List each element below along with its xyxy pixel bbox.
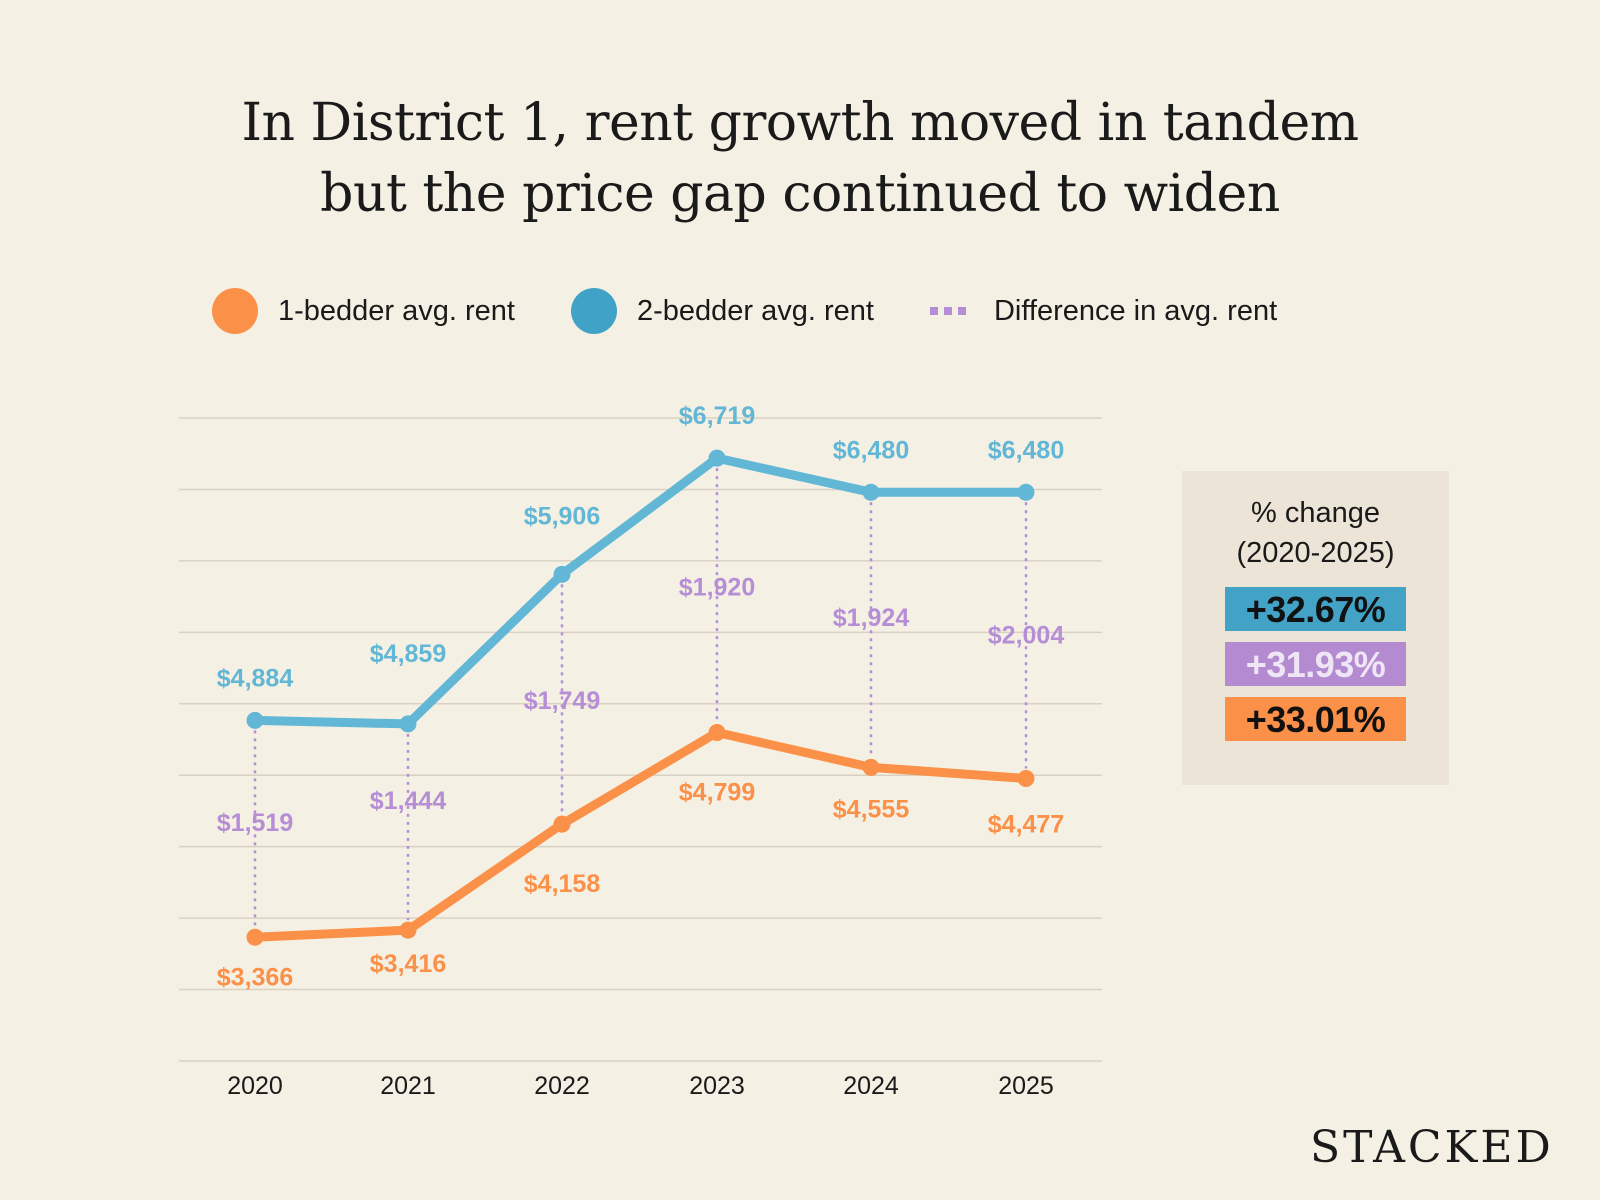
chart-title-line-1: In District 1, rent growth moved in tand… — [241, 93, 1359, 153]
x-tick-label: 2021 — [380, 1072, 436, 1100]
x-tick-label: 2020 — [227, 1072, 283, 1100]
2-bedder-data-label: $6,719 — [679, 402, 755, 430]
2-bedder-data-label: $5,906 — [524, 502, 600, 530]
1-bedder-point — [399, 921, 417, 939]
blue-dot-icon — [570, 288, 617, 334]
2-bedder-point — [708, 449, 726, 467]
difference-data-label: $1,519 — [217, 809, 293, 837]
1-bedder-data-label: $4,555 — [833, 795, 910, 823]
2-bedder-point — [1017, 483, 1035, 501]
stacked-logo: STACKED — [1310, 1122, 1554, 1173]
1-bedder-point — [246, 928, 264, 946]
difference-data-label: $1,749 — [524, 687, 600, 715]
x-tick-label: 2024 — [843, 1072, 899, 1100]
legend-item-1-bedder: 1-bedder avg. rent — [212, 288, 515, 334]
legend-label: 1-bedder avg. rent — [278, 294, 515, 327]
2-bedder-point — [399, 715, 417, 733]
chart-title-line-2: but the price gap continued to widen — [320, 164, 1280, 224]
2-bedder-point — [862, 483, 880, 501]
legend: 1-bedder avg. rent 2-bedder avg. rent Di… — [212, 288, 1333, 334]
x-tick-label: 2023 — [689, 1072, 745, 1100]
legend-label: Difference in avg. rent — [993, 294, 1278, 327]
panel-title-line-1: % change — [1251, 497, 1380, 529]
1-bedder-point — [1017, 770, 1035, 788]
2-bedder-data-label: $6,480 — [988, 436, 1064, 464]
dotted-line-icon — [929, 307, 972, 315]
percent-change-panel: % change (2020-2025) +32.67% +31.93% +33… — [1182, 471, 1449, 785]
x-tick-label: 2022 — [534, 1072, 590, 1100]
panel-title: % change (2020-2025) — [1182, 493, 1449, 573]
1-bedder-line — [254, 727, 1027, 942]
orange-dot-icon — [212, 288, 258, 334]
2-bedder-data-label: $6,480 — [833, 436, 909, 464]
1-bedder-point — [708, 723, 726, 741]
badge-2-bedder-change: +32.67% — [1225, 587, 1406, 631]
1-bedder-data-label: $3,416 — [370, 950, 446, 978]
2-bedder-point — [246, 711, 264, 729]
legend-item-2-bedder: 2-bedder avg. rent — [570, 288, 874, 334]
difference-data-label: $2,004 — [988, 621, 1065, 649]
badge-difference-change: +31.93% — [1225, 642, 1406, 686]
x-tick-label: 2025 — [998, 1072, 1054, 1100]
2-bedder-data-label: $4,859 — [370, 640, 446, 668]
difference-data-label: $1,444 — [370, 787, 447, 815]
difference-data-label: $1,924 — [833, 604, 910, 632]
1-bedder-data-label: $3,366 — [217, 963, 293, 991]
legend-item-difference: Difference in avg. rent — [929, 294, 1278, 328]
difference-data-label: $1,920 — [679, 573, 755, 601]
2-bedder-data-label: $4,884 — [217, 664, 294, 692]
chart-title: In District 1, rent growth moved in tand… — [0, 88, 1600, 230]
1-bedder-data-label: $4,799 — [679, 778, 755, 806]
1-bedder-data-label: $4,477 — [988, 811, 1064, 839]
2-bedder-line — [254, 453, 1026, 729]
1-bedder-point — [862, 758, 880, 776]
2-bedder-point — [553, 565, 571, 583]
panel-title-line-2: (2020-2025) — [1236, 537, 1395, 569]
badge-1-bedder-change: +33.01% — [1225, 697, 1406, 741]
legend-label: 2-bedder avg. rent — [636, 294, 874, 327]
1-bedder-data-label: $4,158 — [524, 870, 601, 898]
1-bedder-point — [553, 815, 571, 833]
